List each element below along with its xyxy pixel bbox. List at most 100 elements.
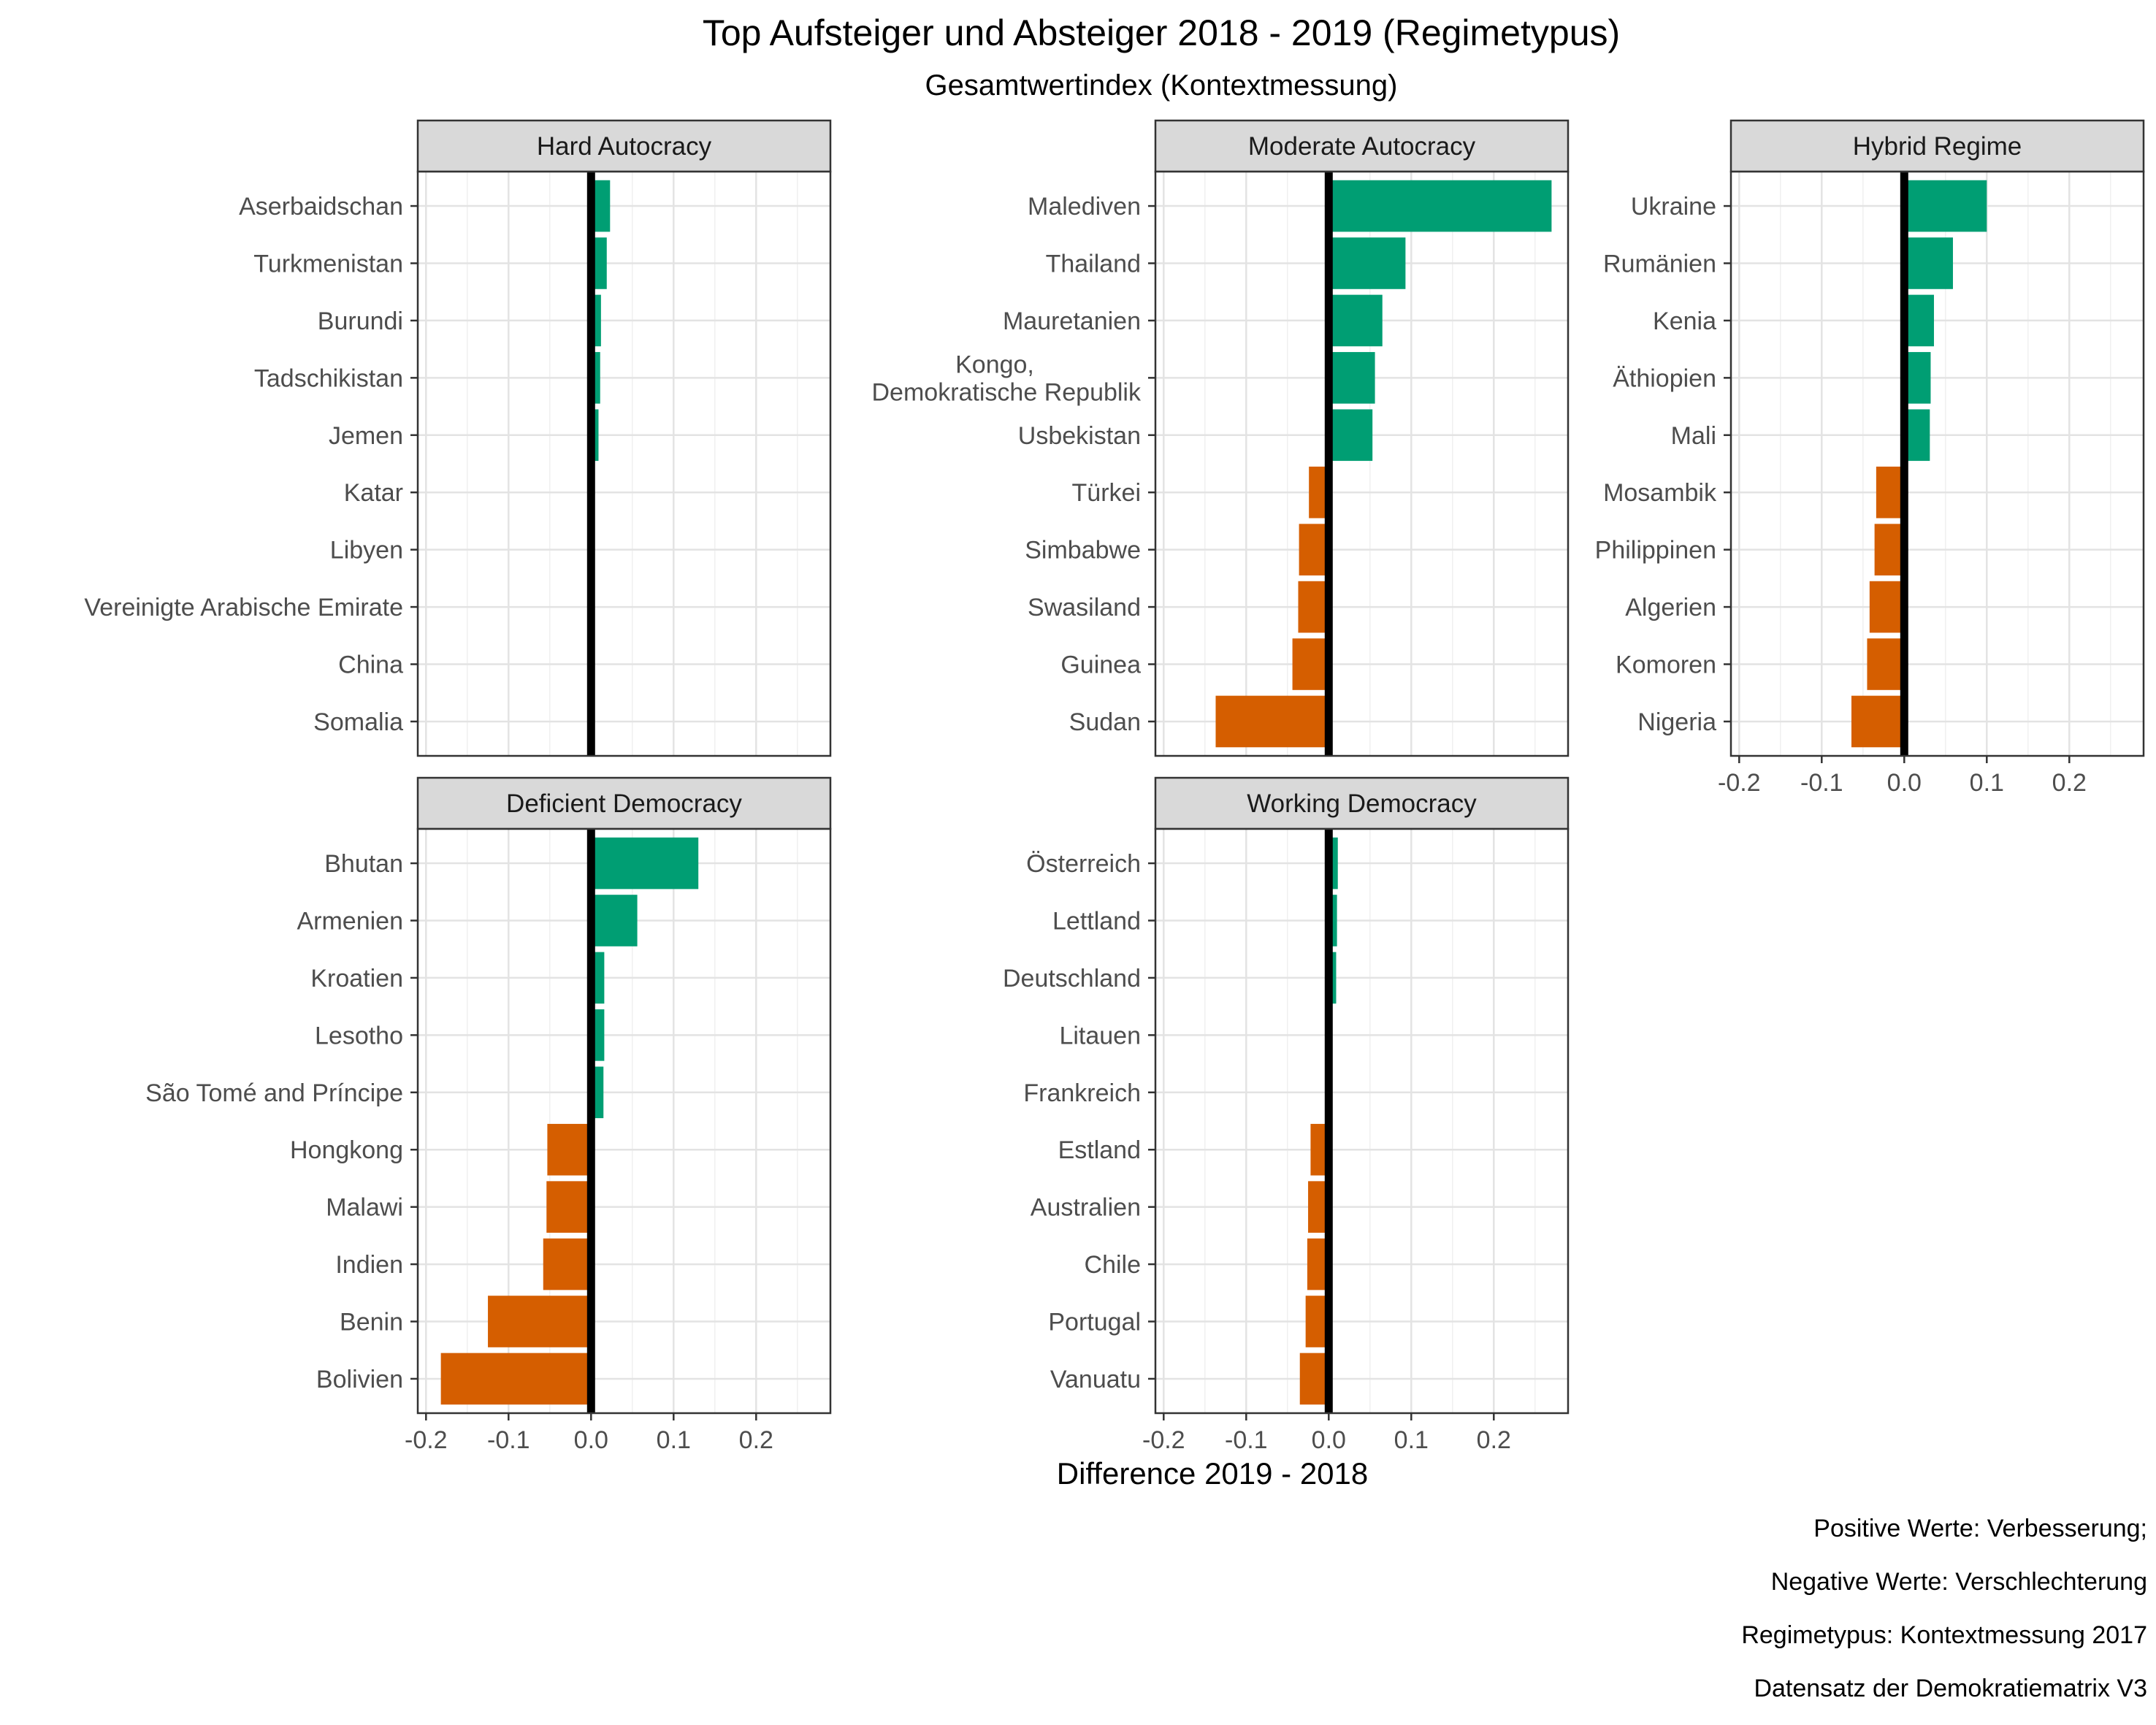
- caption-line: Datensatz der Demokratiematrix V3: [1754, 1675, 2147, 1702]
- x-tick-label: 0.1: [657, 1426, 691, 1454]
- y-tick-label: Somalia: [313, 708, 403, 736]
- y-tick-label: Lesotho: [315, 1022, 403, 1049]
- panel-border: [416, 827, 832, 1415]
- y-tick-label: Mauretanien: [1003, 307, 1141, 335]
- y-tick-label: Bhutan: [324, 850, 403, 878]
- y-tick-label: Nigeria: [1637, 708, 1716, 736]
- caption-line: Regimetypus: Kontextmessung 2017: [1741, 1621, 2147, 1649]
- panel-background: [1155, 829, 1568, 1413]
- x-tick-label: 0.1: [1970, 769, 2004, 797]
- chart-subtitle: Gesamtwertindex (Kontextmessung): [925, 69, 1398, 102]
- y-tick-label: Thailand: [1046, 250, 1141, 278]
- bar: [543, 1238, 592, 1290]
- facet-panels: Hard Autocracy Aserbaidschan Turkmenistan B…: [84, 119, 2145, 1454]
- bar: [1329, 294, 1383, 347]
- facet-label: Moderate Autocracy: [1248, 132, 1476, 161]
- panel-border: [1154, 827, 1570, 1415]
- y-tick-label: Demokratische Republik: [872, 378, 1142, 406]
- bar: [546, 1181, 592, 1233]
- bar: [1867, 638, 1905, 690]
- y-tick-label: Turkmenistan: [253, 250, 403, 278]
- facet-label: Hard Autocracy: [537, 132, 712, 161]
- y-tick-label: Indien: [335, 1251, 403, 1279]
- facet-label: Deficient Democracy: [506, 789, 742, 818]
- bar: [1904, 352, 1931, 404]
- caption: Positive Werte: Verbesserung; Negative W…: [1741, 1515, 2147, 1702]
- y-tick-label: Frankreich: [1023, 1079, 1141, 1107]
- y-tick-label: Libyen: [330, 537, 403, 565]
- y-tick-label: Türkei: [1072, 479, 1141, 507]
- y-tick-label: Bolivien: [316, 1366, 403, 1393]
- y-tick-label: Chile: [1085, 1251, 1141, 1279]
- y-tick-label: Malediven: [1028, 193, 1141, 221]
- bar: [591, 837, 699, 890]
- y-tick-label: Philippinen: [1595, 537, 1716, 565]
- y-tick-label: Swasiland: [1028, 594, 1141, 621]
- x-tick-label: 0.0: [1887, 769, 1922, 797]
- facet-panel: Hybrid Regime Ukraine Rumänien Kenia Äthiopi…: [1595, 119, 2145, 797]
- y-tick-label: São Tomé and Príncipe: [145, 1079, 403, 1107]
- y-tick-label: Malawi: [326, 1194, 403, 1222]
- y-tick-label: Aserbaidschan: [239, 193, 403, 221]
- facet-panel: Hard Autocracy Aserbaidschan Turkmenistan B…: [84, 119, 832, 757]
- y-tick-label: Kroatien: [310, 965, 403, 992]
- y-tick-label: Ukraine: [1631, 193, 1716, 221]
- bar: [488, 1296, 592, 1347]
- bar: [591, 895, 638, 946]
- y-tick-label: Sudan: [1069, 708, 1141, 736]
- y-tick-label: Vanuatu: [1050, 1366, 1141, 1393]
- y-tick-label: Portugal: [1048, 1309, 1141, 1336]
- y-tick-label: Estland: [1058, 1136, 1141, 1164]
- facet-strip: [416, 119, 832, 173]
- x-tick-label: 0.0: [1312, 1426, 1346, 1454]
- facet-strip: [1154, 119, 1570, 173]
- bar: [1329, 237, 1406, 289]
- y-tick-label: Armenien: [297, 907, 403, 935]
- y-tick-label: Lettland: [1052, 907, 1141, 935]
- bar: [1292, 638, 1329, 690]
- bar: [1904, 294, 1934, 347]
- bar: [1904, 180, 1987, 232]
- bar: [1869, 581, 1905, 633]
- bar: [1904, 237, 1953, 289]
- chart-title: Top Aufsteiger und Absteiger 2018 - 2019…: [703, 12, 1620, 53]
- bar: [1851, 695, 1905, 748]
- x-tick-label: -0.2: [1142, 1426, 1185, 1454]
- x-tick-label: 0.0: [574, 1426, 608, 1454]
- x-tick-label: -0.1: [1800, 769, 1843, 797]
- bar: [440, 1353, 592, 1405]
- bar: [1329, 409, 1373, 462]
- bar: [1904, 409, 1930, 462]
- bar: [1299, 524, 1329, 575]
- x-tick-label: -0.2: [405, 1426, 448, 1454]
- facet-strip: [1154, 776, 1570, 830]
- panel-border: [416, 170, 832, 757]
- x-tick-label: 0.2: [1477, 1426, 1511, 1454]
- y-tick-label: Katar: [344, 479, 403, 507]
- facet-panel: Working Democracy Österreich Lettland Deuts…: [1003, 776, 1570, 1454]
- x-tick-label: -0.1: [1225, 1426, 1268, 1454]
- facet-panel: Deficient Democracy Bhutan Armenien Kroatie…: [145, 776, 832, 1454]
- y-tick-label: Tadschikistan: [254, 364, 403, 392]
- y-tick-label: Benin: [340, 1309, 403, 1336]
- bar: [1876, 466, 1905, 519]
- y-tick-label: Deutschland: [1003, 965, 1141, 992]
- y-tick-label: Komoren: [1616, 651, 1716, 679]
- bar: [1874, 524, 1905, 575]
- y-tick-label: Mali: [1671, 422, 1716, 450]
- y-tick-label: Rumänien: [1603, 250, 1716, 278]
- x-tick-label: -0.2: [1718, 769, 1761, 797]
- x-axis-title: Difference 2019 - 2018: [1057, 1456, 1369, 1491]
- bar: [547, 1123, 592, 1176]
- x-tick-label: 0.2: [739, 1426, 773, 1454]
- x-tick-label: -0.1: [487, 1426, 530, 1454]
- panel-background: [418, 172, 830, 756]
- panel-border: [1154, 170, 1570, 757]
- bar: [1329, 895, 1337, 946]
- y-tick-label: Jemen: [329, 422, 403, 450]
- bar: [1215, 695, 1329, 748]
- y-tick-label: Kenia: [1653, 307, 1716, 335]
- y-tick-label: Algerien: [1625, 594, 1716, 621]
- bar: [1299, 1353, 1329, 1405]
